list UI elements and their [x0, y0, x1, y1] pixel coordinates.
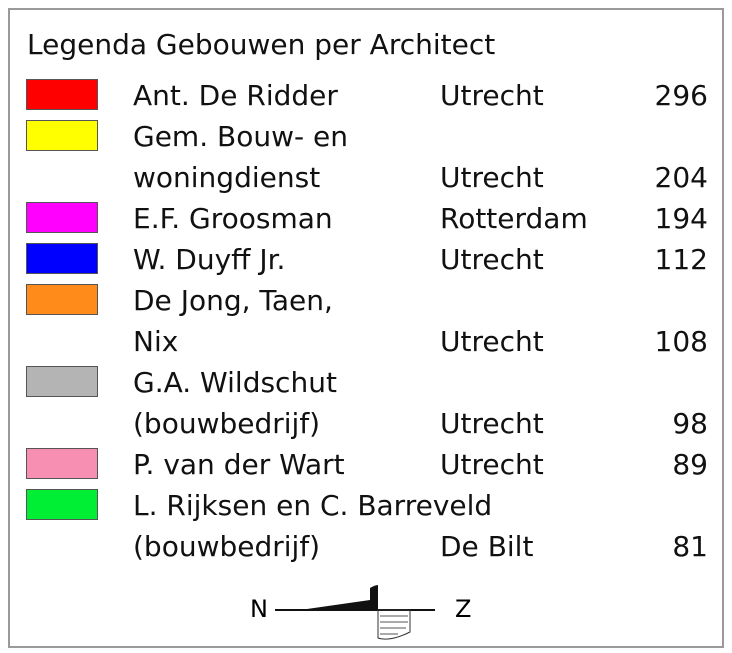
architect-name: E.F. Groosman	[133, 202, 333, 235]
architect-name: De Jong, Taen,	[133, 284, 333, 317]
color-swatch	[26, 366, 98, 397]
building-count: 81	[672, 530, 708, 563]
building-count: 108	[654, 325, 708, 358]
color-swatch	[26, 448, 98, 479]
legend-title: Legenda Gebouwen per Architect	[27, 28, 496, 61]
building-count: 89	[672, 448, 708, 481]
architect-name: P. van der Wart	[133, 448, 345, 481]
color-swatch	[26, 79, 98, 110]
architect-name: W. Duyff Jr.	[133, 243, 286, 276]
compass-south-wing	[377, 609, 411, 640]
compass-arrow	[370, 585, 378, 610]
building-count: 98	[672, 407, 708, 440]
city: Utrecht	[440, 325, 544, 358]
compass: N Z	[250, 585, 471, 640]
architect-name: Nix	[133, 325, 179, 358]
city: Utrecht	[440, 407, 544, 440]
building-count: 194	[654, 202, 708, 235]
color-swatch	[26, 202, 98, 233]
architect-name: (bouwbedrijf)	[133, 407, 321, 440]
compass-north: N	[250, 595, 268, 623]
compass-hatch	[380, 615, 408, 635]
color-swatch	[26, 489, 98, 520]
city: De Bilt	[440, 530, 534, 563]
architect-name: L. Rijksen en C. Barreveld	[133, 489, 493, 522]
building-count: 204	[654, 161, 708, 194]
color-swatch	[26, 243, 98, 274]
compass-wedge	[300, 600, 370, 610]
city: Utrecht	[440, 448, 544, 481]
building-count: 112	[654, 243, 708, 276]
architect-name: Ant. De Ridder	[133, 79, 338, 112]
city: Utrecht	[440, 243, 544, 276]
compass-south: Z	[455, 595, 471, 623]
architect-name: G.A. Wildschut	[133, 366, 337, 399]
architect-name: (bouwbedrijf)	[133, 530, 321, 563]
city: Rotterdam	[440, 202, 588, 235]
color-swatch	[26, 120, 98, 151]
color-swatch	[26, 284, 98, 315]
architect-name: woningdienst	[133, 161, 321, 194]
city: Utrecht	[440, 161, 544, 194]
legend-panel: Legenda Gebouwen per Architect N Z Ant. …	[8, 8, 724, 648]
architect-name: Gem. Bouw- en	[133, 120, 348, 153]
city: Utrecht	[440, 79, 544, 112]
building-count: 296	[654, 79, 708, 112]
